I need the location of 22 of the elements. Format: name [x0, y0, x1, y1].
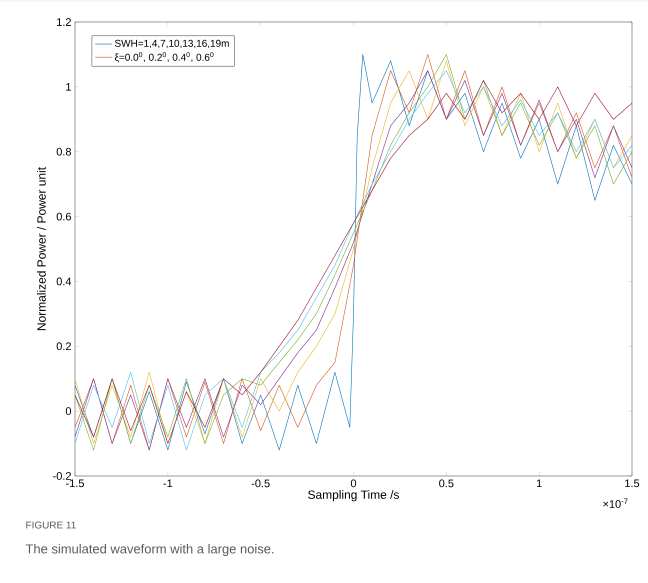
y-tick-label: 0.2	[56, 342, 71, 350]
x-tick-label: 0.5	[439, 480, 454, 488]
y-tick-label: 1.2	[57, 18, 71, 26]
y-tick-label: 1	[66, 83, 71, 91]
x-tick-label: -1	[163, 480, 172, 488]
caption: FIGURE 11	[26, 521, 76, 529]
y-tick-label: 0	[66, 407, 72, 416]
y-tick-label: 0.6	[56, 212, 71, 220]
legend-label: SWH=1,4,7,10,13,16,19m	[114, 40, 229, 48]
y-tick-label: 0.4	[56, 278, 72, 286]
text: ×10$^{-7}$	[603, 498, 628, 508]
legend-label: ξ=0.0$^{0}$, 0.2$^{0}$, 0.4$^{0}$, 0.6$^{0}$	[114, 52, 214, 62]
x-tick-label: 1.5	[625, 480, 640, 488]
y-tick-label: -0.2	[53, 472, 71, 480]
x-tick-label: 1	[536, 480, 542, 488]
x-tick-label: -1.5	[66, 480, 84, 488]
x-tick-label: 0	[350, 480, 356, 488]
x-tick-label: -0.5	[252, 480, 270, 488]
y-tick-label: 0.8	[56, 148, 71, 156]
y-axis-title: Normalized Power / Power unit	[36, 167, 46, 330]
text: The simulated waveform with a large noise.	[26, 544, 274, 556]
x-axis-title: Sampling Time /s	[308, 490, 400, 502]
